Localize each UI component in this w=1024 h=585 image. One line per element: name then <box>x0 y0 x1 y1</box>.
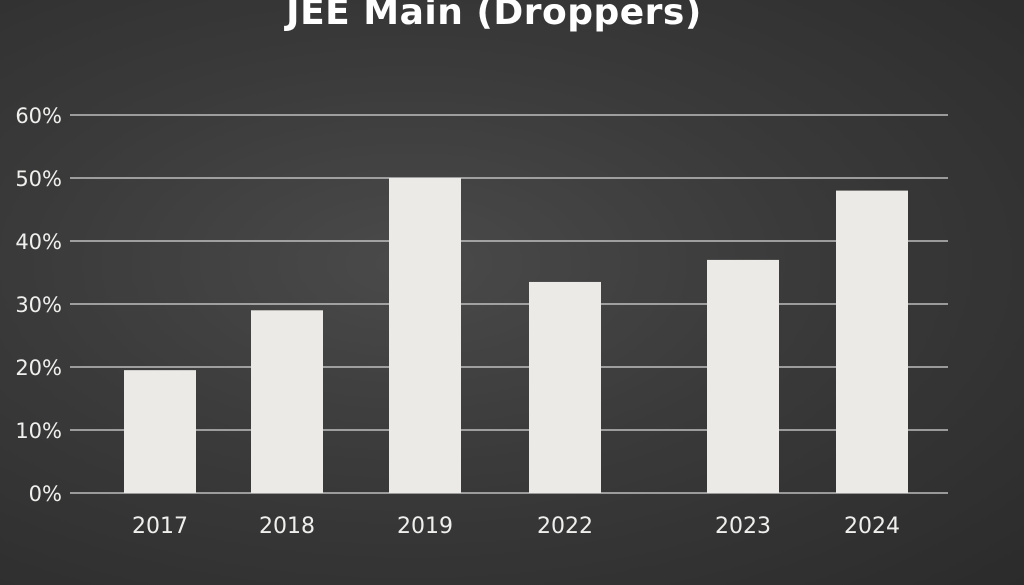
y-tick-label: 10% <box>15 419 62 443</box>
y-tick-label: 60% <box>15 104 62 128</box>
bar-2017 <box>124 370 196 493</box>
gridlines <box>70 114 948 494</box>
bar-2019 <box>389 178 461 493</box>
x-tick-label: 2018 <box>259 514 315 539</box>
y-tick-label: 0% <box>29 482 62 506</box>
bar-2024 <box>836 190 908 493</box>
x-tick-label: 2024 <box>844 514 900 539</box>
x-tick-label: 2022 <box>537 514 593 539</box>
y-tick-label: 20% <box>15 356 62 380</box>
x-tick-label: 2019 <box>397 514 453 539</box>
bar-2023 <box>707 259 779 493</box>
y-tick-label: 50% <box>15 167 62 191</box>
bars <box>124 178 908 493</box>
x-axis-ticks: 2017 2018 2019 2022 2023 2024 <box>132 514 900 539</box>
chart-title: JEE Main (Droppers) <box>286 0 702 33</box>
bar-2022 <box>529 281 601 493</box>
y-tick-label: 40% <box>15 230 62 254</box>
y-axis-ticks: 0% 10% 20% 30% 40% 50% 60% <box>15 104 62 506</box>
x-tick-label: 2017 <box>132 514 188 539</box>
bar-2018 <box>251 310 323 493</box>
x-tick-label: 2023 <box>715 514 771 539</box>
y-tick-label: 30% <box>15 293 62 317</box>
